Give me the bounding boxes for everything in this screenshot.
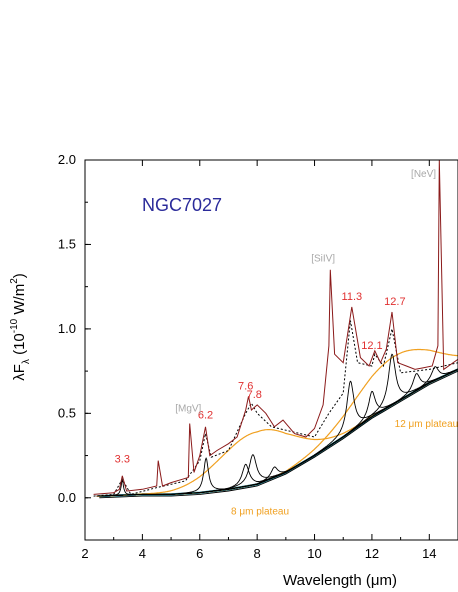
band-label: 7.6: [238, 381, 253, 393]
band-label: 7.8: [247, 389, 262, 401]
x-tick-label: 10: [307, 546, 321, 561]
y-axis-title-unit-b: W/m: [11, 284, 28, 319]
plot-frame: [84, 159, 458, 541]
band-label: 12.7: [384, 296, 405, 308]
y-tick-label: 2.0: [58, 152, 76, 167]
y-axis-title-close: ): [11, 273, 28, 278]
model-fit-line: [93, 320, 458, 497]
axes: 2 4 6 8 10 12 14 0.0 0.5 1.0 1.5 2.0 3.3 6.2 7.67.8 11.…: [58, 152, 458, 561]
chart-title: NGC7027: [142, 195, 222, 215]
y-axis-title-lambda: λF: [11, 364, 28, 381]
x-tick-label: 8: [254, 546, 261, 561]
plateau-label: 8 μm plateau: [231, 507, 289, 518]
y-axis-title-exp: -10: [9, 318, 20, 333]
y-tick-label: 1.0: [58, 321, 76, 336]
band-label: 11.3: [342, 291, 363, 303]
plateau-label: 12 μm plateau: [395, 419, 458, 430]
band-label: 3.3: [115, 453, 130, 465]
y-axis-title: λFλ (10-10 W/m2): [9, 273, 32, 381]
y-tick-label: 0.5: [58, 405, 76, 420]
observed-spectrum-line: [93, 160, 458, 495]
band-label: 6.2: [198, 409, 213, 421]
y-tick-label: 0.0: [58, 490, 76, 505]
x-tick-label: 6: [196, 546, 203, 561]
plot-area: [93, 160, 458, 499]
y-axis-title-sq: 2: [9, 278, 20, 284]
continuum-outline: [99, 370, 458, 499]
ion-line-label: [NeV]: [411, 169, 436, 180]
band-label: 12.1: [361, 340, 382, 352]
x-tick-label: 14: [422, 546, 436, 561]
y-axis-title-unit-a: (10: [11, 333, 28, 359]
x-axis-title: Wavelength (μm): [283, 572, 397, 589]
y-tick-label: 1.5: [58, 236, 76, 251]
band-profile-9: [96, 366, 458, 497]
x-tick-label: 12: [365, 546, 379, 561]
ion-line-label: [SiIV]: [311, 253, 335, 264]
y-axis-title-sub: λ: [21, 359, 32, 364]
ion-line-label: [MgV]: [175, 404, 201, 415]
x-tick-label: 4: [139, 546, 146, 561]
x-tick-label: 2: [81, 546, 88, 561]
